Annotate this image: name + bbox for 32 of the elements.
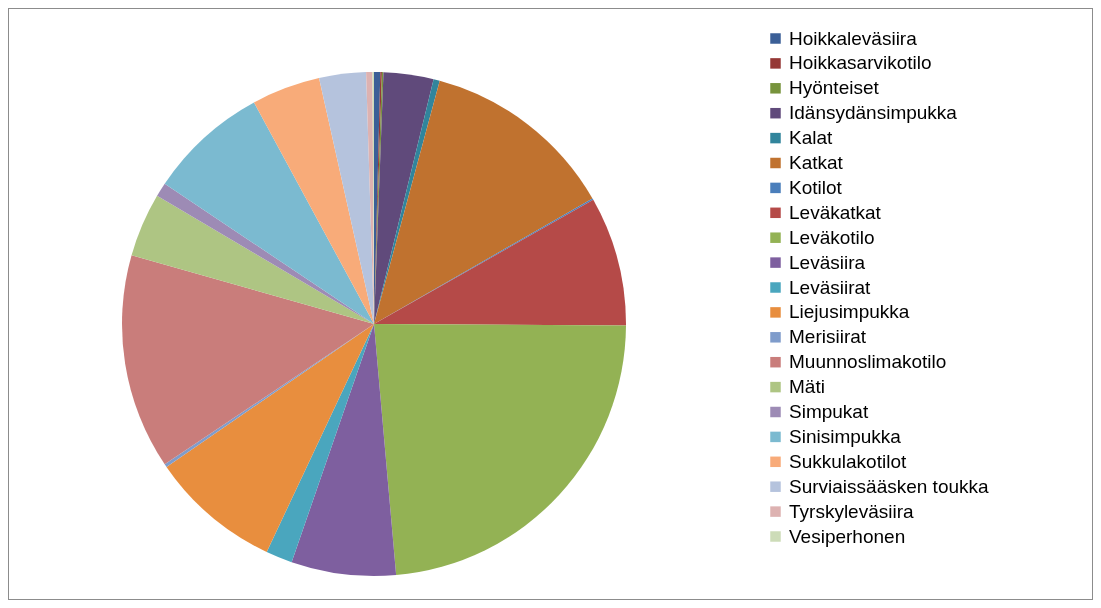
legend-label: Hyönteiset: [789, 77, 880, 99]
pie-slice: [122, 255, 374, 465]
pie-slice: [374, 80, 593, 324]
legend-label: Merisiirat: [789, 326, 867, 348]
pie-slice: [319, 72, 374, 324]
pie-slice: [374, 324, 626, 576]
pie-slice: [166, 324, 374, 553]
legend-label: Leväkatkat: [789, 201, 882, 223]
legend-label: Katkat: [789, 152, 844, 173]
legend-label: Liejusimpukka: [789, 301, 910, 323]
pie-slice: [164, 102, 374, 324]
pie-slice: [291, 324, 397, 576]
pie-slice: [157, 183, 374, 324]
legend-label: Vesiperhonen: [789, 525, 906, 547]
legend-label: Hoikkaleväsiira: [789, 27, 918, 49]
legend-label: Leväsiirat: [789, 276, 872, 298]
legend-label: Leväsiira: [789, 251, 866, 273]
legend-label: Kotilot: [789, 176, 843, 198]
legend-label: Muunnoslimakotilo: [789, 351, 947, 373]
legend-label: Surviaissääsken toukka: [789, 475, 990, 497]
legend-label: Kalat: [789, 127, 834, 149]
legend-label: Sinisimpukka: [789, 425, 902, 447]
legend-label: Sukkulakotilot: [789, 450, 907, 472]
legend-label: Simpukat: [789, 401, 869, 422]
pie-slice: [253, 78, 374, 324]
legend-label: Mäti: [789, 376, 825, 398]
pie-slice: [266, 324, 374, 563]
legend-label: Idänsydänsimpukka: [789, 102, 958, 124]
legend-label: Leväkotilo: [789, 226, 875, 248]
legend-label: Tyrskyleväsiira: [789, 500, 915, 522]
pie-slice: [131, 195, 374, 324]
legend-label: Hoikkasarvikotilo: [789, 52, 932, 74]
